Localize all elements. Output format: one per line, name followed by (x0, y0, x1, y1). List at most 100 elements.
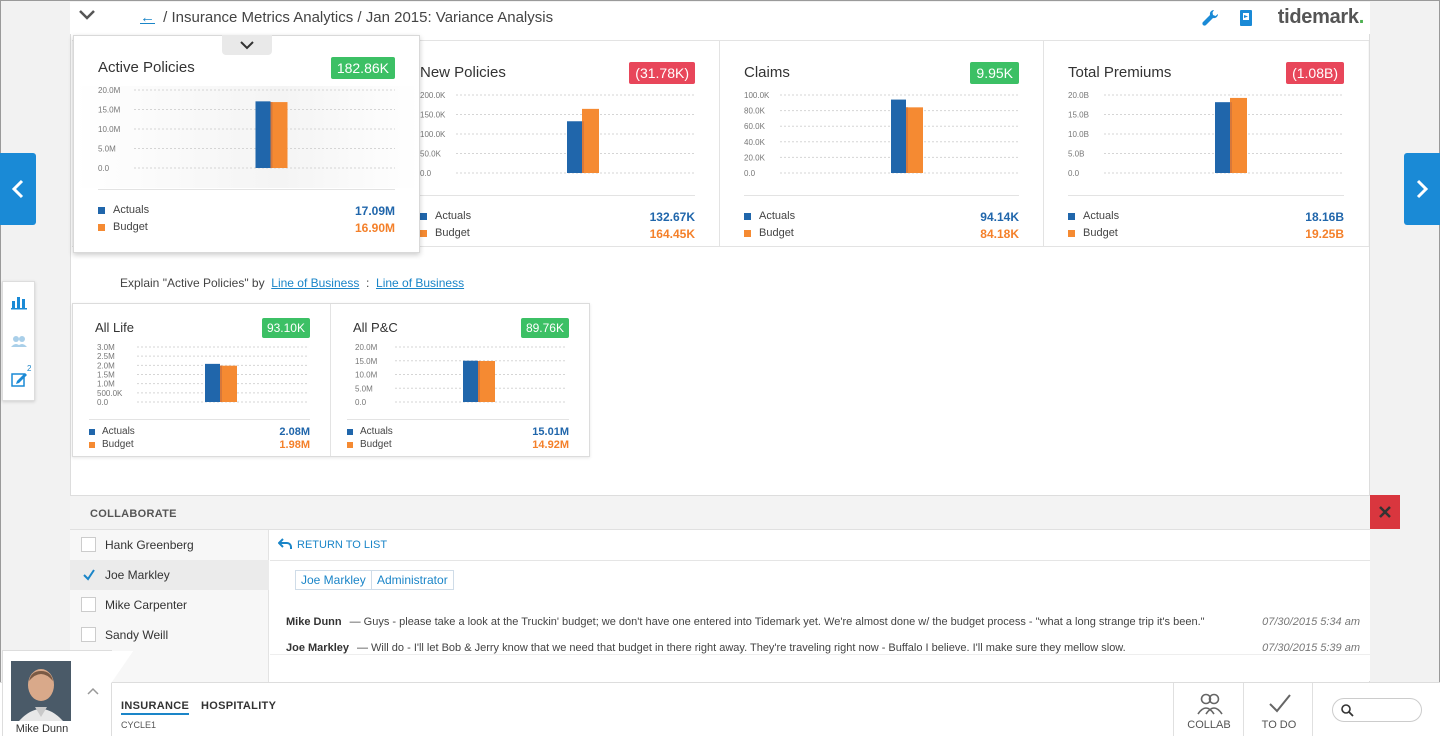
budget-label: Budget (759, 227, 794, 239)
close-collaborate-button[interactable] (1370, 495, 1400, 529)
participant-tag[interactable]: Joe Markley (295, 570, 372, 590)
person-name: Hank Greenberg (105, 538, 194, 552)
dimension-link[interactable]: Line of Business (271, 276, 360, 290)
back-arrow-icon[interactable]: ← (140, 9, 155, 26)
tab-hospitality[interactable]: HOSPITALITY (201, 700, 277, 712)
actuals-value: 15.01M (532, 426, 569, 438)
axis-tick-label: 200.0K (420, 91, 446, 100)
bar-chart: 20.0B 15.0B 10.0B 5.0B 0.0 (1068, 91, 1344, 178)
collapse-card-button[interactable] (222, 35, 272, 55)
divider (270, 560, 1370, 561)
chevron-down-icon[interactable] (78, 8, 96, 22)
return-to-list-link[interactable]: RETURN TO LIST (277, 538, 387, 551)
card-legend: Actuals 17.09M Budget 16.90M (98, 189, 395, 239)
message-thread: RETURN TO LIST Joe Markley Administrator… (270, 530, 1370, 682)
explain-prefix: Explain "Active Policies" by (120, 276, 265, 290)
person-checkbox[interactable] (81, 627, 96, 642)
avatar[interactable] (11, 661, 71, 721)
axis-tick-label: 150.0K (420, 111, 446, 120)
person-checkbox[interactable] (81, 537, 96, 552)
bottom-bar: INSURANCE HOSPITALITY CYCLE1 COLLAB TO D… (0, 682, 1440, 736)
axis-tick-label: 0.0 (98, 164, 110, 173)
axis-tick-label: 20.0M (355, 343, 378, 352)
people-list: Hank Greenberg Joe Markley Mike Carpente… (70, 530, 269, 682)
search-input[interactable] (1359, 702, 1417, 718)
chevron-up-icon[interactable] (87, 687, 99, 695)
breakdown-card-all-life[interactable]: All Life 93.10K 3.0M 2.5M 2.0M 1.5M 1.0M 500.… (73, 304, 331, 456)
actuals-value: 94.14K (980, 210, 1019, 224)
actuals-swatch (1068, 213, 1075, 220)
actuals-value: 132.67K (649, 210, 695, 224)
axis-tick-label: 5.0B (1068, 150, 1084, 159)
explain-line: Explain "Active Policies" by Line of Bus… (120, 276, 464, 290)
axis-tick-label: 100.0K (420, 130, 446, 139)
card-title: Claims (744, 64, 790, 81)
budget-value: 16.90M (354, 221, 395, 235)
edit-count-badge: 2 (27, 364, 32, 373)
people-icon[interactable] (10, 332, 28, 350)
user-profile-tab[interactable]: Mike Dunn (2, 650, 133, 736)
next-page-button[interactable] (1404, 153, 1440, 225)
todo-button[interactable]: TO DO (1243, 683, 1313, 736)
role-tag[interactable]: Administrator (371, 570, 454, 590)
metric-card-new-policies[interactable]: New Policies (31.78K) 200.0K 150.0K 100.0K… (420, 41, 720, 246)
axis-tick-label: 2.0M (97, 361, 115, 370)
budget-swatch (89, 442, 95, 448)
collab-icon (1197, 693, 1223, 715)
edit-icon[interactable] (10, 370, 28, 388)
budget-value: 164.45K (649, 227, 695, 241)
actuals-swatch (744, 213, 751, 220)
chevron-down-icon (240, 41, 254, 50)
bar-chart: 200.0K 150.0K 100.0K 50.0K 0.0 (420, 91, 696, 178)
person-checkbox[interactable] (81, 567, 96, 582)
card-title: Total Premiums (1068, 64, 1172, 81)
person-item[interactable]: Hank Greenberg (70, 530, 269, 560)
chevron-right-icon (1416, 179, 1429, 199)
actuals-value: 18.16B (1305, 210, 1344, 224)
message-text: — Will do - I'll let Bob & Jerry know th… (356, 642, 1126, 654)
message-item: Mike Dunn — Guys - please take a look at … (286, 616, 1360, 632)
search-icon (1341, 704, 1354, 717)
close-icon (1379, 506, 1391, 518)
prev-page-button[interactable] (0, 153, 36, 225)
person-item[interactable]: Joe Markley (70, 560, 269, 590)
wrench-icon[interactable] (1200, 8, 1220, 28)
search-box[interactable] (1332, 698, 1422, 722)
card-title: Active Policies (98, 59, 195, 76)
metric-card-total-premiums[interactable]: Total Premiums (1.08B) 20.0B 15.0B 10.0B 5.… (1044, 41, 1368, 246)
book-icon[interactable] (1236, 8, 1256, 28)
card-legend: Actuals 18.16B Budget 19.25B (1068, 195, 1344, 245)
budget-value: 1.98M (279, 439, 310, 451)
budget-swatch (98, 224, 105, 231)
budget-label: Budget (102, 439, 134, 450)
bar-chart-icon[interactable] (10, 292, 28, 310)
actuals-bar (205, 363, 220, 402)
message-time: 07/30/2015 5:34 am (1262, 616, 1360, 628)
metric-card-active-policies[interactable]: Active Policies 182.86K 20.0M 15.0M 10.0M 5… (73, 35, 420, 253)
person-item[interactable]: Sandy Weill (70, 620, 269, 650)
message-item: Joe Markley — Will do - I'll let Bob & Je… (286, 642, 1360, 658)
breakdown-card-all-pc[interactable]: All P&C 89.76K 20.0M 15.0M 10.0M 5.0M 0.0 Ac… (331, 304, 589, 456)
metric-card-claims[interactable]: Claims 9.95K 100.0K 80.0K 60.0K 40.0K 20.0K 0… (720, 41, 1044, 246)
bar-overlap (220, 365, 222, 402)
card-title: New Policies (420, 64, 506, 81)
person-checkbox[interactable] (81, 597, 96, 612)
variance-badge: 93.10K (261, 318, 310, 338)
chart-highlight (74, 86, 419, 188)
member-link[interactable]: Line of Business (376, 276, 465, 290)
axis-tick-label: 1.0M (97, 380, 115, 389)
budget-swatch (744, 230, 751, 237)
tab-insurance[interactable]: INSURANCE (121, 700, 190, 715)
person-item[interactable]: Mike Carpenter (70, 590, 269, 620)
budget-label: Budget (360, 439, 392, 450)
budget-swatch (1068, 230, 1075, 237)
actuals-bar (891, 99, 906, 173)
axis-tick-label: 15.0B (1068, 111, 1089, 120)
actuals-label: Actuals (113, 204, 150, 216)
axis-tick-label: 5.0M (98, 145, 116, 154)
variance-badge: 9.95K (970, 62, 1019, 84)
actuals-value: 17.09M (354, 204, 395, 218)
collab-button[interactable]: COLLAB (1173, 683, 1243, 736)
axis-tick-label: 60.0K (744, 122, 766, 131)
budget-value: 19.25B (1305, 227, 1344, 241)
